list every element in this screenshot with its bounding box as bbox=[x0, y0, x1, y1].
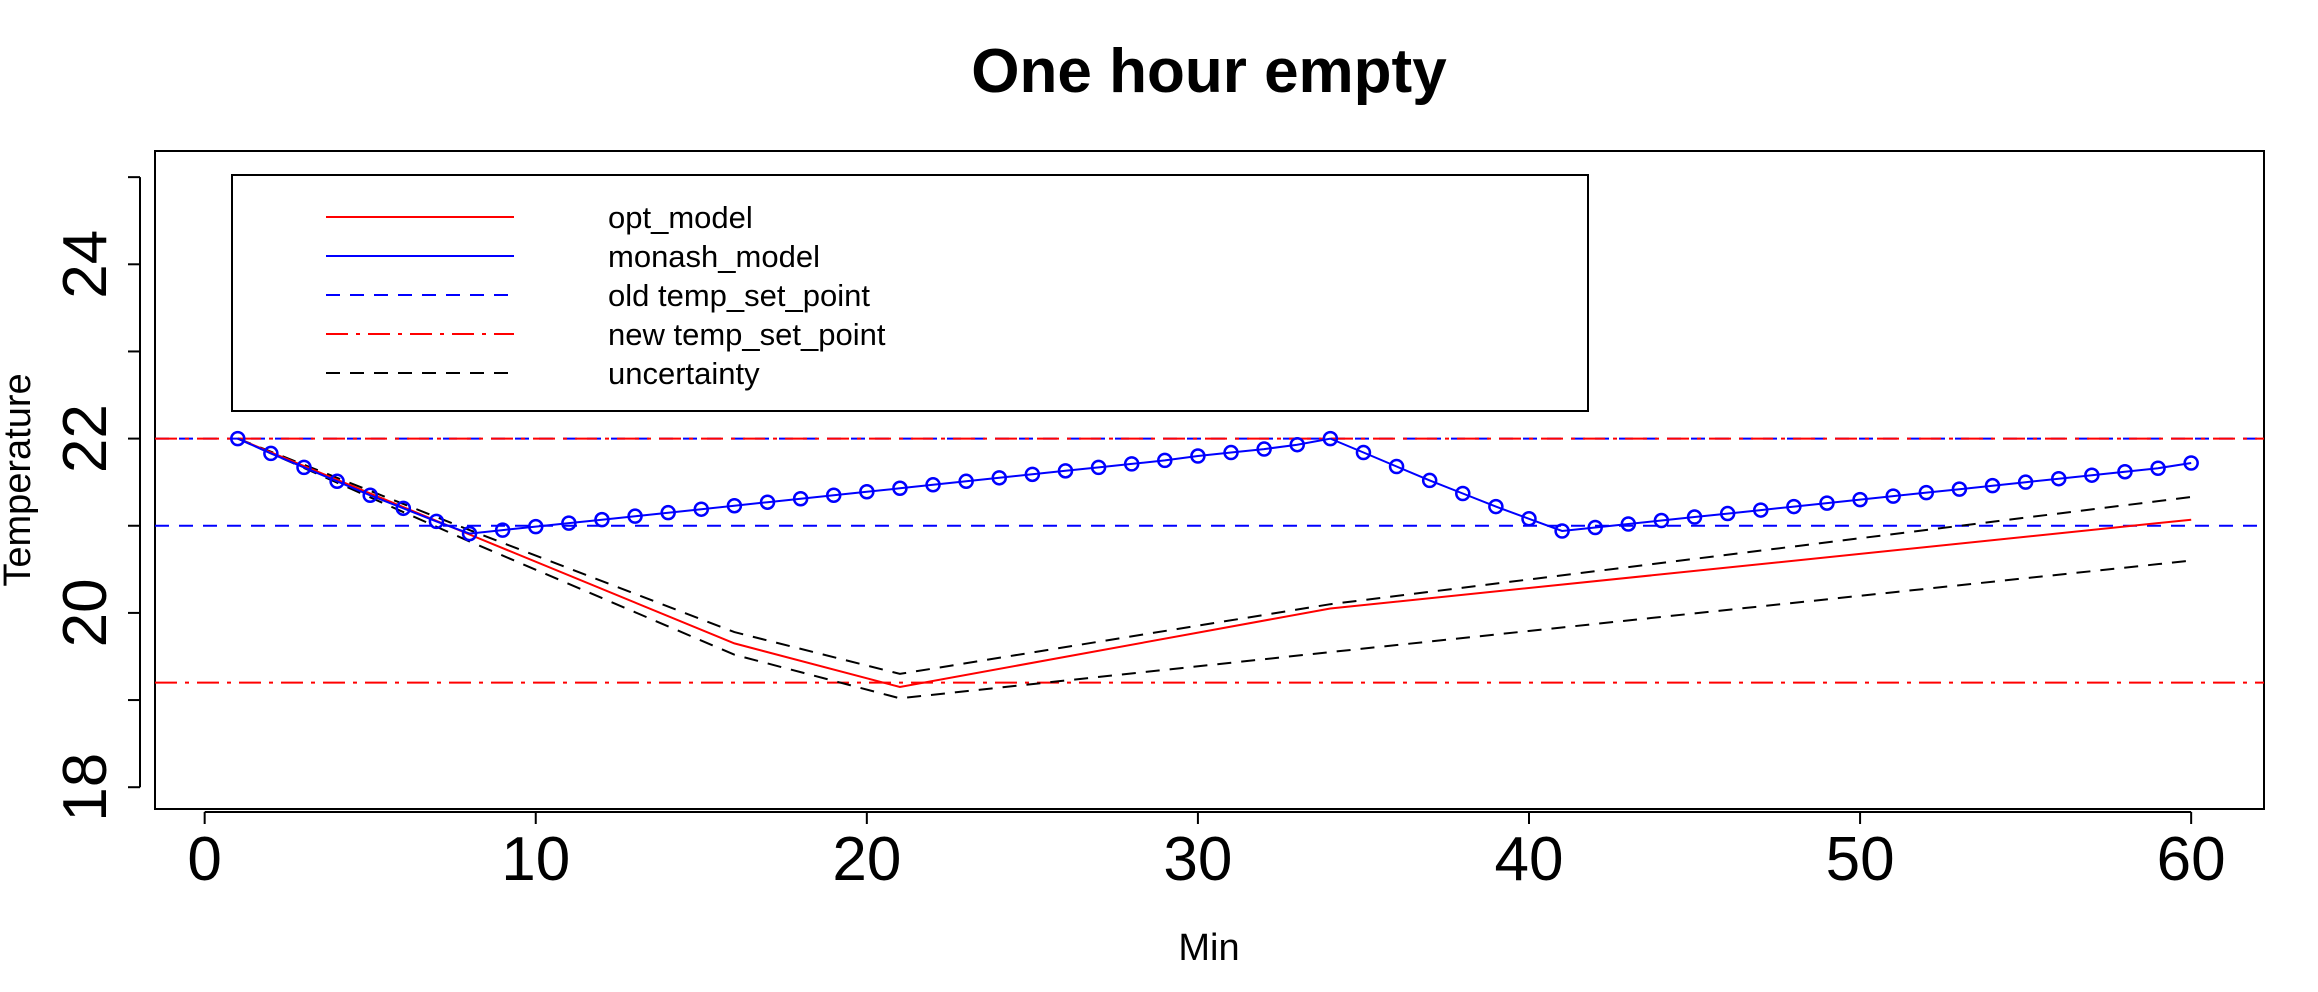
monash-model-point bbox=[1885, 488, 1901, 504]
monash-model-point bbox=[494, 522, 511, 538]
legend-label: old temp_set_point bbox=[608, 278, 870, 313]
monash-model-point bbox=[1819, 495, 1835, 511]
plot-frame bbox=[154, 150, 2265, 810]
uncertainty-band-0 bbox=[237, 437, 2192, 675]
monash-model-point bbox=[2050, 470, 2067, 487]
monash-model-point bbox=[2117, 463, 2133, 480]
monash-model-point bbox=[1753, 502, 1769, 518]
monash-model-point bbox=[1587, 519, 1603, 536]
legend-label: uncertainty bbox=[608, 356, 760, 391]
monash-model-point bbox=[461, 525, 478, 542]
monash-model-point bbox=[1786, 498, 1802, 515]
monash-model-point bbox=[1852, 491, 1868, 508]
monash-model-point bbox=[1455, 485, 1471, 502]
y-tick-label: 18 bbox=[51, 753, 120, 822]
monash-model-point bbox=[759, 494, 776, 510]
monash-model-point bbox=[296, 459, 312, 476]
monash-model-point bbox=[693, 501, 710, 517]
x-tick-label: 40 bbox=[1495, 825, 1564, 894]
monash-model-point bbox=[627, 508, 643, 524]
x-tick-label: 50 bbox=[1826, 825, 1895, 894]
monash-model-point bbox=[1289, 436, 1305, 453]
legend-box bbox=[231, 174, 1589, 412]
monash-model-point bbox=[1024, 466, 1041, 483]
y-axis: 18 20 22 24 bbox=[51, 176, 141, 822]
monash-model-point bbox=[230, 430, 246, 447]
monash-model-point bbox=[1521, 511, 1537, 527]
monash-model-point bbox=[2084, 467, 2100, 483]
legend-label: monash_model bbox=[608, 239, 820, 274]
monash-model-point bbox=[527, 518, 544, 535]
plot-lines bbox=[155, 430, 2264, 700]
monash-model-point bbox=[2150, 460, 2166, 476]
y-tick-label: 22 bbox=[51, 404, 120, 473]
opt-model-line bbox=[237, 437, 2192, 689]
monash-model-point bbox=[1421, 472, 1438, 489]
monash-model-point bbox=[1686, 509, 1703, 525]
chart-title: One hour empty bbox=[971, 37, 1447, 106]
x-axis-label: Min bbox=[1178, 927, 1239, 969]
monash-model-point bbox=[1355, 444, 1372, 461]
uncertainty-band-1 bbox=[237, 437, 2192, 700]
monash-model-point bbox=[561, 515, 577, 531]
monash-model-point bbox=[1554, 523, 1570, 539]
monash-model-point bbox=[2183, 455, 2199, 471]
monash-model-point bbox=[792, 490, 809, 507]
x-tick-label: 0 bbox=[187, 825, 221, 894]
monash-model-point bbox=[1090, 459, 1107, 476]
monash-model-point bbox=[1123, 456, 1140, 472]
monash-model-point bbox=[395, 500, 412, 517]
x-tick-label: 10 bbox=[501, 825, 570, 894]
monash-model-point bbox=[594, 511, 610, 528]
monash-model-point bbox=[1488, 498, 1504, 515]
x-axis: 0 10 20 30 40 50 60 bbox=[187, 811, 2226, 894]
monash-model-point bbox=[2017, 474, 2034, 490]
monash-model-point bbox=[660, 504, 676, 521]
y-tick-label: 24 bbox=[51, 230, 120, 299]
monash-model-point bbox=[726, 497, 743, 514]
monash-model-point bbox=[1918, 484, 1935, 501]
monash-model-point bbox=[991, 470, 1008, 486]
monash-model-point bbox=[428, 513, 445, 530]
monash-model-point bbox=[1719, 505, 1736, 522]
x-tick-label: 20 bbox=[832, 825, 901, 894]
monash-model-point bbox=[1620, 516, 1637, 532]
monash-model-point bbox=[1984, 477, 2001, 494]
monash-model-point bbox=[825, 487, 842, 504]
monash-model-line bbox=[237, 437, 2192, 535]
legend-label: opt_model bbox=[608, 200, 753, 235]
y-tick-label: 20 bbox=[51, 578, 120, 647]
legend-label: new temp_set_point bbox=[608, 317, 886, 352]
monash-model-point bbox=[892, 480, 908, 497]
monash-model-point bbox=[1256, 441, 1272, 457]
monash-model-point bbox=[1057, 463, 1074, 479]
monash-model-point bbox=[1653, 512, 1670, 529]
monash-model-point bbox=[1388, 458, 1405, 475]
monash-model-point bbox=[362, 487, 378, 504]
monash-model-point bbox=[1223, 444, 1239, 461]
monash-model-point bbox=[958, 473, 974, 490]
monash-model-point bbox=[329, 473, 345, 490]
monash-model-point bbox=[263, 445, 279, 462]
x-tick-label: 60 bbox=[2157, 825, 2226, 894]
monash-model-point bbox=[859, 484, 875, 500]
monash-model-point bbox=[1157, 452, 1173, 469]
y-axis-label: Temperature bbox=[0, 373, 39, 586]
monash-model-point bbox=[1951, 481, 1968, 497]
monash-model-point bbox=[1322, 430, 1339, 447]
monash-model-point bbox=[925, 477, 941, 493]
x-tick-label: 30 bbox=[1163, 825, 1232, 894]
monash-model-point bbox=[1190, 448, 1206, 464]
